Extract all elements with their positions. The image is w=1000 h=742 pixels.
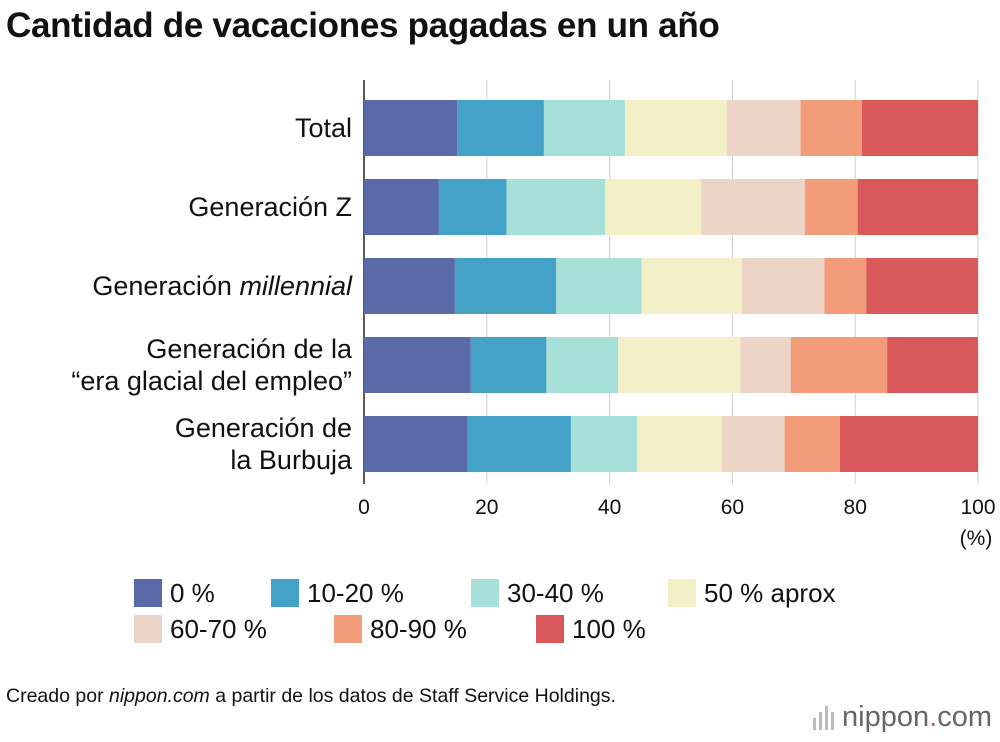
bars — [364, 100, 978, 472]
category-label: Generación de la “era glacial del empleo” — [71, 334, 353, 396]
logo-tld: com — [937, 701, 992, 733]
logo-name: nippon — [842, 701, 930, 733]
bar-segment — [467, 416, 571, 472]
legend-label: 0 % — [170, 577, 215, 608]
bar-segment — [556, 258, 642, 314]
legend-item: 30-40 % — [471, 576, 604, 610]
bar-segment — [457, 100, 544, 156]
source-suffix: a partir de los datos de Staff Service H… — [209, 685, 616, 707]
legend-swatch — [471, 579, 499, 607]
bar-segment — [721, 416, 785, 472]
source-prefix: Creado por — [6, 685, 109, 707]
category-label: Generación Z — [188, 192, 352, 222]
legend-item: 80-90 % — [334, 612, 467, 646]
bar-segment — [701, 179, 805, 235]
legend-swatch — [134, 579, 162, 607]
legend-swatch — [271, 579, 299, 607]
bar-segment — [438, 179, 507, 235]
bar-segment — [546, 337, 619, 393]
bar-segment — [857, 179, 978, 235]
x-tick-label: 0 — [358, 496, 370, 519]
x-tick-label: 80 — [844, 496, 867, 519]
legend-item: 100 % — [536, 612, 646, 646]
bar-segment — [637, 416, 722, 472]
legend-label: 80-90 % — [370, 613, 467, 644]
source-site: nippon.com — [108, 685, 210, 707]
legend-label: 60-70 % — [170, 613, 267, 644]
logo-dot: . — [929, 701, 938, 733]
x-tick-label: 40 — [598, 496, 621, 519]
legend-label: 10-20 % — [307, 577, 404, 608]
bar-segment — [364, 179, 439, 235]
legend-swatch — [334, 615, 362, 643]
legend-swatch — [536, 615, 564, 643]
bar-segment — [804, 179, 858, 235]
legend-row: 60-70 % 80-90 % 100 % — [134, 612, 994, 648]
bar-segment — [618, 337, 741, 393]
bar-segment — [506, 179, 606, 235]
source-note: Creado por nippon.com a partir de los da… — [6, 683, 626, 710]
category-label: Generación millennial — [92, 271, 353, 301]
legend-label: 50 % aprox — [704, 577, 836, 608]
bar-segment — [364, 337, 471, 393]
category-label: Total — [295, 113, 352, 143]
nippon-logo: nippon. com — [813, 701, 992, 734]
bar-segment — [861, 100, 978, 156]
bar-segment — [887, 337, 978, 393]
bar-segment — [866, 258, 978, 314]
legend: 0 % 10-20 % 30-40 % 50 % aprox 60-70 % 80-90… — [134, 576, 994, 648]
legend-swatch — [668, 579, 696, 607]
bar-segment — [624, 100, 727, 156]
bar-segment — [790, 337, 888, 393]
stacked-bar-chart: Total Generación Z Generación millennial Ge… — [71, 80, 996, 550]
bar-segment — [839, 416, 978, 472]
logo-bars-icon — [813, 705, 835, 730]
bar-segment — [364, 416, 468, 472]
x-tick-labels: 0 20 40 60 80 100 (%) — [358, 496, 995, 550]
bar-segment — [605, 179, 702, 235]
x-axis-unit: (%) — [960, 527, 993, 550]
bar-segment — [364, 258, 455, 314]
chart-title: Cantidad de vacaciones pagadas en un año — [6, 6, 720, 45]
category-labels: Total Generación Z Generación millennial Ge… — [71, 113, 353, 475]
category-label: Generación de la Burbuja — [175, 413, 353, 475]
bar-segment — [740, 337, 791, 393]
bar-segment — [454, 258, 557, 314]
x-tick-label: 20 — [475, 496, 498, 519]
bar-segment — [824, 258, 867, 314]
bar-segment — [800, 100, 862, 156]
bar-segment — [470, 337, 547, 393]
bar-segment — [364, 100, 458, 156]
legend-label: 30-40 % — [507, 577, 604, 608]
legend-row: 0 % 10-20 % 30-40 % 50 % aprox — [134, 576, 994, 612]
bar-segment — [641, 258, 742, 314]
legend-item: 10-20 % — [271, 576, 404, 610]
x-tick-label: 100 — [960, 496, 995, 519]
bar-segment — [570, 416, 638, 472]
legend-item: 0 % — [134, 576, 215, 610]
legend-item: 50 % aprox — [668, 576, 836, 610]
legend-swatch — [134, 615, 162, 643]
bar-segment — [726, 100, 801, 156]
x-tick-label: 60 — [721, 496, 744, 519]
bar-segment — [784, 416, 840, 472]
legend-item: 60-70 % — [134, 612, 267, 646]
bar-segment — [543, 100, 625, 156]
legend-label: 100 % — [572, 613, 646, 644]
bar-segment — [741, 258, 825, 314]
